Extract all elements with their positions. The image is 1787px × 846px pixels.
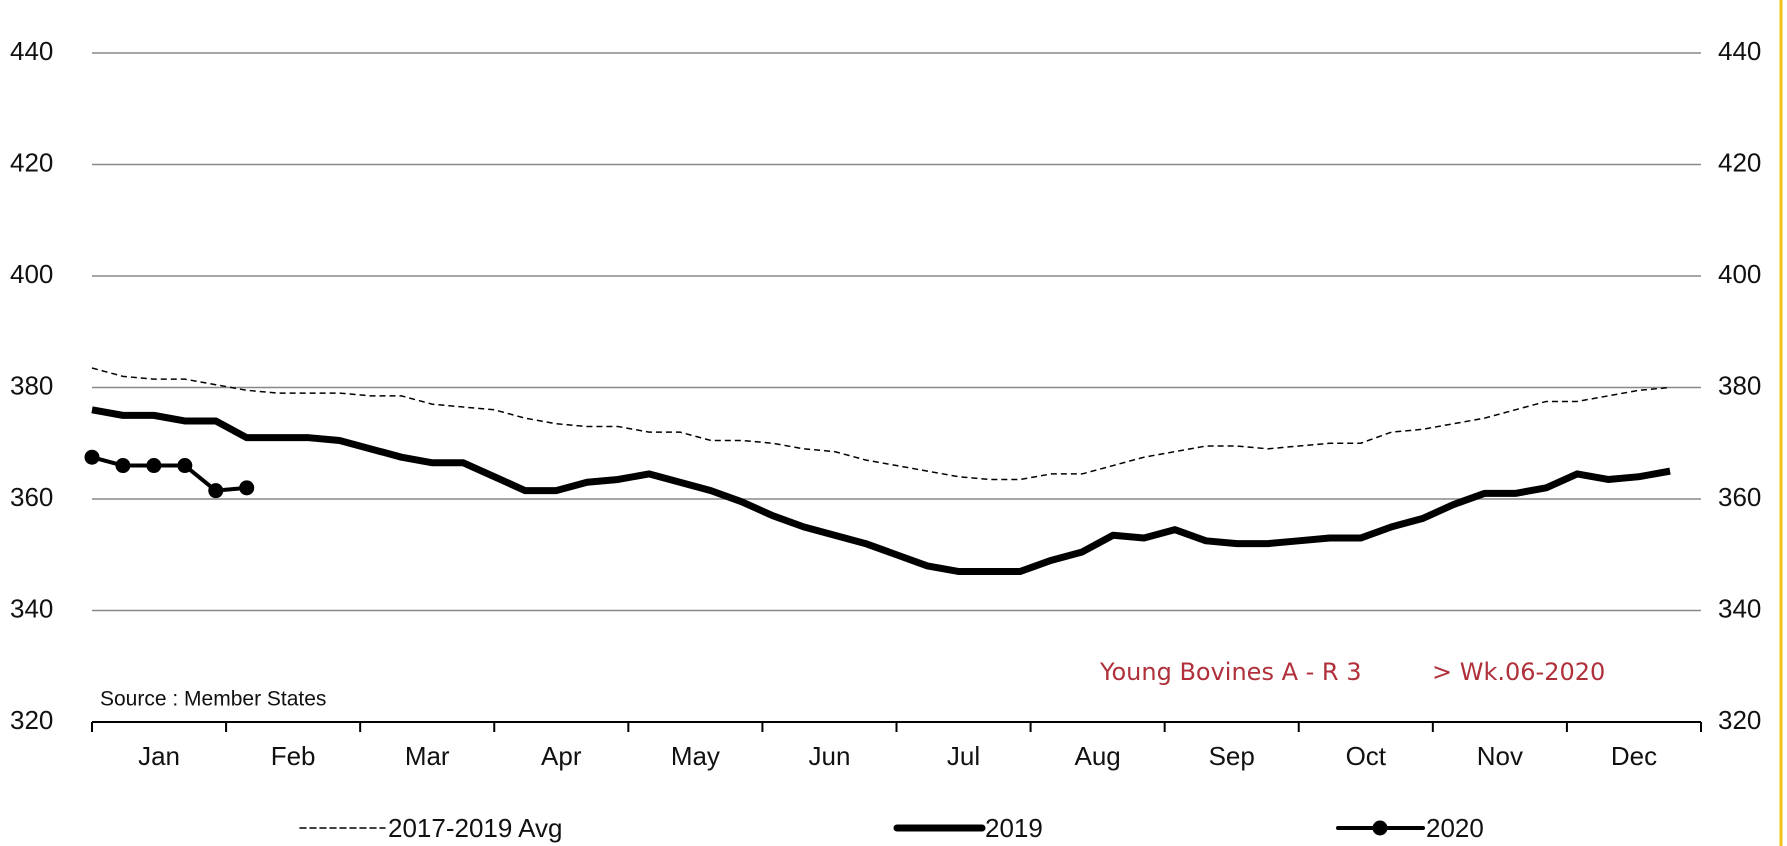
y-tick-label: 420	[10, 147, 53, 177]
series-line	[91, 406, 1671, 575]
x-tick-label: Jul	[947, 741, 980, 771]
y2-tick-label: 380	[1718, 370, 1761, 400]
x-tick-label: Nov	[1477, 741, 1523, 771]
source-note: Source : Member States	[100, 688, 326, 711]
legend-label: 2020	[1426, 813, 1484, 843]
series-line	[91, 367, 1671, 481]
x-tick-label: Feb	[271, 741, 316, 771]
x-tick-label: Dec	[1611, 741, 1657, 771]
x-tick-label: Apr	[541, 741, 582, 771]
point	[146, 458, 162, 474]
legend-label: 2017-2019 Avg	[388, 813, 562, 843]
point	[239, 480, 255, 496]
legend-label: 2019	[985, 813, 1043, 843]
y-tick-label: 400	[10, 259, 53, 289]
y2-tick-label: 440	[1718, 36, 1761, 66]
y-tick-label: 320	[10, 705, 53, 735]
series-line	[91, 455, 247, 493]
x-tick-label: Aug	[1074, 741, 1120, 771]
y2-tick-label: 360	[1718, 482, 1761, 512]
point	[115, 458, 131, 474]
legend-marker	[1372, 820, 1388, 836]
y2-tick-label: 420	[1718, 147, 1761, 177]
y2-tick-label: 320	[1718, 705, 1761, 735]
y-tick-label: 360	[10, 482, 53, 512]
x-tick-label: Mar	[405, 741, 450, 771]
x-tick-label: Jan	[138, 741, 180, 771]
point	[84, 449, 100, 465]
point	[208, 483, 224, 499]
y-tick-label: 380	[10, 370, 53, 400]
x-tick-label: Oct	[1346, 741, 1387, 771]
y2-tick-label: 340	[1718, 593, 1761, 623]
point	[177, 458, 193, 474]
x-tick-label: Jun	[808, 741, 850, 771]
series-note: Young Bovines A - R 3	[1099, 658, 1361, 686]
y2-tick-label: 400	[1718, 259, 1761, 289]
week-note: > Wk.06-2020	[1432, 658, 1605, 686]
x-tick-label: Sep	[1209, 741, 1255, 771]
x-tick-label: May	[671, 741, 720, 771]
y-tick-label: 440	[10, 36, 53, 66]
y-tick-label: 340	[10, 593, 53, 623]
